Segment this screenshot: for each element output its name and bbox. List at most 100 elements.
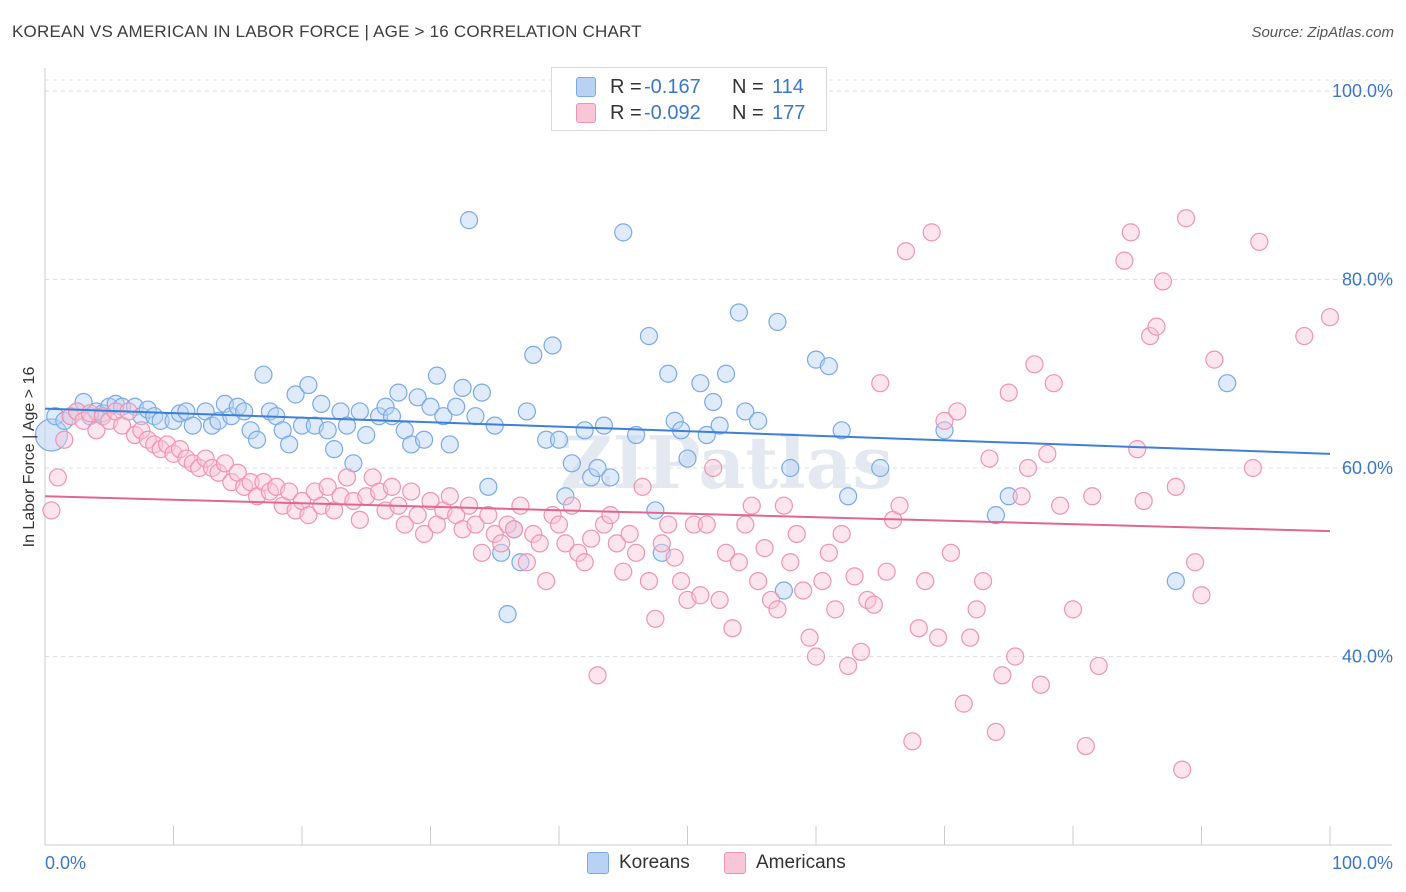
r-value: -0.167 <box>644 76 701 98</box>
american-point <box>941 543 961 562</box>
korean-point <box>716 364 736 383</box>
american-point <box>414 524 434 544</box>
american-point <box>774 496 793 515</box>
koreans-legend-swatch <box>587 852 609 874</box>
x-tick-label: 100.0% <box>1332 853 1393 873</box>
korean-point <box>337 416 357 435</box>
korean-point <box>562 454 581 473</box>
korean-point <box>1218 374 1237 393</box>
tick-labels: 40.0% 60.0% 80.0% 100.0% 0.0% 100.0% In Labor … <box>21 81 1393 873</box>
n-label: N = <box>732 102 764 124</box>
american-point <box>472 543 491 562</box>
n-value: 114 <box>772 76 804 98</box>
korean-point <box>235 402 254 421</box>
korean-point <box>678 449 697 468</box>
american-point <box>421 491 440 511</box>
korean-point <box>138 400 157 419</box>
american-point <box>196 449 215 468</box>
korean-point <box>318 421 337 440</box>
american-point <box>903 732 922 751</box>
korean-point <box>986 506 1006 525</box>
american-point <box>170 440 190 459</box>
american-point <box>1128 440 1147 459</box>
korean-point <box>350 402 369 421</box>
korean-point <box>999 487 1018 506</box>
american-point <box>851 642 871 661</box>
axes <box>44 68 1392 846</box>
american-point <box>691 586 710 605</box>
american-point <box>466 515 485 534</box>
korean-point <box>626 425 646 445</box>
korean-point <box>299 375 318 395</box>
american-point <box>948 402 967 421</box>
korean-point <box>472 383 491 402</box>
american-point <box>845 567 864 586</box>
american-point <box>877 562 896 581</box>
american-point <box>633 477 652 496</box>
american-point <box>1063 600 1083 619</box>
american-point <box>749 571 768 591</box>
korean-point <box>376 397 395 416</box>
american-point <box>530 534 549 553</box>
korean-point <box>241 421 260 440</box>
korean-point <box>614 223 633 242</box>
data-points <box>34 209 1340 779</box>
american-point <box>601 506 620 525</box>
american-point <box>1173 760 1192 779</box>
american-point <box>537 571 556 591</box>
american-point <box>916 571 935 591</box>
american-point <box>1051 496 1070 515</box>
american-point <box>993 666 1012 685</box>
american-point <box>337 468 357 487</box>
korean-point <box>183 416 202 435</box>
american-point <box>813 571 832 591</box>
americans-swatch <box>576 103 596 123</box>
korean-point <box>646 501 665 520</box>
korean-point <box>325 440 344 459</box>
american-point <box>819 543 838 562</box>
korean-point <box>691 374 710 393</box>
american-point <box>742 496 761 515</box>
r-value: -0.092 <box>644 102 701 124</box>
korean-point <box>819 357 838 376</box>
american-point <box>280 482 299 501</box>
korean-point <box>588 458 607 478</box>
american-point <box>1089 656 1108 676</box>
source-label: Source: ZipAtlas.com <box>1251 24 1394 41</box>
korean-point <box>447 397 466 416</box>
korean-point <box>1166 571 1185 591</box>
korean-point <box>286 385 305 404</box>
american-point <box>395 515 414 534</box>
american-point <box>806 647 826 666</box>
american-point <box>620 524 639 544</box>
american-point <box>781 553 800 572</box>
korean-point <box>832 421 851 440</box>
korean-point <box>543 336 562 355</box>
american-point <box>350 510 369 529</box>
american-point <box>864 595 883 614</box>
american-point <box>485 524 504 544</box>
american-point <box>896 242 916 261</box>
american-point <box>626 543 646 562</box>
american-point <box>1205 350 1224 369</box>
american-point <box>1192 586 1211 605</box>
american-point <box>890 496 909 515</box>
korean-point <box>511 553 530 572</box>
korean-point <box>382 407 402 426</box>
american-point <box>1166 477 1185 496</box>
x-tick-label: 0.0% <box>45 853 86 873</box>
trend-lines <box>44 407 1331 533</box>
american-point <box>1176 209 1196 228</box>
american-point <box>1031 675 1050 694</box>
watermark: ZIPatlas <box>560 420 893 505</box>
american-point <box>794 581 813 600</box>
y-tick-label: 100.0% <box>1332 81 1393 101</box>
korean-point <box>736 402 755 421</box>
korean-point <box>749 411 768 430</box>
american-point <box>1140 326 1160 346</box>
american-point <box>1243 458 1263 478</box>
korean-point <box>46 407 65 426</box>
american-point <box>1147 317 1166 336</box>
r-label: R = <box>610 102 642 124</box>
american-point <box>871 374 890 393</box>
